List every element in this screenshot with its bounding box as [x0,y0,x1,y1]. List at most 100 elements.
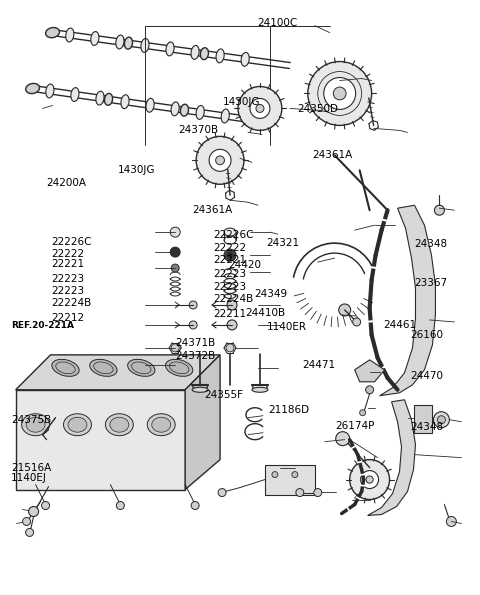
Circle shape [171,264,179,272]
Ellipse shape [147,414,175,436]
Circle shape [333,87,346,100]
Bar [415,405,432,433]
Ellipse shape [128,359,155,377]
Text: 24461: 24461 [384,320,417,330]
Circle shape [170,227,180,237]
Text: 24348: 24348 [415,239,448,249]
Circle shape [25,528,34,537]
Ellipse shape [121,95,129,109]
Ellipse shape [63,414,91,436]
Circle shape [224,249,236,261]
Ellipse shape [191,45,199,60]
Text: 22221: 22221 [214,255,247,265]
Text: 22223: 22223 [214,269,247,278]
Text: 24361A: 24361A [192,205,232,215]
Bar [265,465,315,494]
Text: 24471: 24471 [302,360,336,370]
Text: 24321: 24321 [266,238,300,248]
Circle shape [226,344,234,352]
Text: 22211: 22211 [214,309,247,319]
Ellipse shape [110,417,129,432]
Text: 24348: 24348 [410,422,443,432]
Polygon shape [368,400,416,515]
Circle shape [42,502,49,509]
Text: 24470: 24470 [410,371,443,381]
Text: 22221: 22221 [51,259,84,270]
Circle shape [116,502,124,509]
Polygon shape [16,390,185,490]
Text: 22226C: 22226C [214,230,254,240]
Circle shape [238,86,282,130]
Polygon shape [380,205,435,396]
Ellipse shape [180,104,189,116]
Circle shape [250,98,270,118]
Circle shape [216,156,225,165]
Circle shape [227,300,237,310]
Ellipse shape [252,387,268,392]
Text: 24420: 24420 [228,260,261,270]
Text: 24375B: 24375B [11,415,51,425]
Text: 24355F: 24355F [204,390,243,400]
Circle shape [209,149,231,171]
Circle shape [292,472,298,478]
Text: 23367: 23367 [415,278,448,287]
Circle shape [191,502,199,509]
Circle shape [296,488,304,497]
Polygon shape [355,360,384,382]
Circle shape [228,253,232,258]
Circle shape [23,518,31,525]
Circle shape [218,488,226,497]
Circle shape [324,77,356,109]
Text: 1430JG: 1430JG [223,96,261,107]
Circle shape [360,410,366,416]
Ellipse shape [166,42,174,56]
Text: 21516A: 21516A [11,463,51,473]
Ellipse shape [26,417,45,432]
Ellipse shape [46,27,60,37]
Ellipse shape [68,417,87,432]
Ellipse shape [105,93,113,105]
Text: 22222: 22222 [214,243,247,253]
Circle shape [196,136,244,184]
Text: 24349: 24349 [254,289,288,299]
Ellipse shape [52,359,79,377]
Ellipse shape [192,387,208,392]
Text: 22224B: 22224B [214,295,254,304]
Ellipse shape [66,28,74,42]
Text: 24350D: 24350D [298,104,338,114]
Text: 22223: 22223 [214,282,247,292]
Text: 21186D: 21186D [268,405,309,415]
Text: 26174P: 26174P [335,421,374,431]
Text: 26160: 26160 [410,330,443,340]
Circle shape [272,472,278,478]
Ellipse shape [90,359,117,377]
Circle shape [171,344,179,352]
Text: 22212: 22212 [51,314,84,323]
Ellipse shape [22,414,49,436]
Ellipse shape [96,91,104,105]
Text: 22222: 22222 [51,249,84,259]
Text: 24410B: 24410B [245,308,285,318]
Text: 24200A: 24200A [46,178,86,188]
Circle shape [433,412,449,428]
Text: 1140EJ: 1140EJ [11,473,47,483]
Circle shape [308,61,372,126]
Circle shape [446,516,456,527]
Ellipse shape [224,228,236,236]
Ellipse shape [146,98,154,112]
Text: 22223: 22223 [51,286,84,296]
Circle shape [256,105,264,112]
Circle shape [314,488,322,497]
Ellipse shape [26,83,39,93]
Text: 1140ER: 1140ER [266,322,306,332]
Text: 1430JG: 1430JG [118,165,156,175]
Circle shape [189,321,197,329]
Circle shape [360,471,379,488]
Circle shape [366,476,373,483]
Circle shape [366,386,373,394]
Ellipse shape [166,359,193,377]
Circle shape [339,304,351,316]
Ellipse shape [216,49,224,63]
Ellipse shape [46,84,54,98]
Text: 22224B: 22224B [51,299,91,308]
